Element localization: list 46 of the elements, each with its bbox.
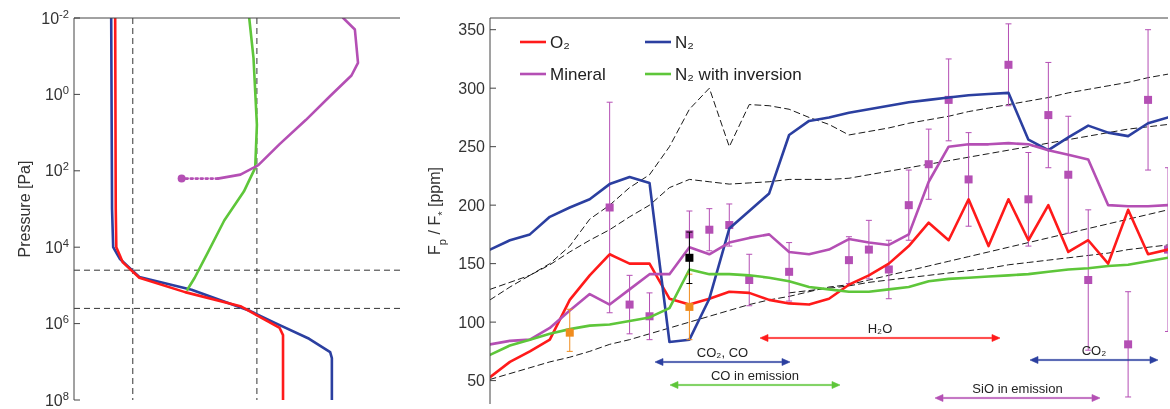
point <box>685 302 694 311</box>
legend-label: Mineral <box>550 64 606 84</box>
point <box>1144 95 1153 104</box>
y-tick-label: 10$^{8}$ <box>44 389 69 409</box>
point <box>844 256 853 265</box>
y-tick-label: 300 <box>458 79 486 97</box>
y-tick-label: 150 <box>458 255 486 273</box>
y-tick-label: 350 <box>458 21 486 39</box>
point <box>1124 340 1133 349</box>
y-tick-label: 10$^{0}$ <box>44 84 69 103</box>
annotation: CO₂, CO <box>696 345 749 360</box>
annotation: SiO in emission <box>972 381 1063 396</box>
point <box>1024 195 1033 204</box>
annotation: CO in emission <box>710 368 800 383</box>
line-series <box>490 91 1168 344</box>
y-tick-label: 50 <box>467 372 486 390</box>
point <box>705 225 714 234</box>
y-tick-label: 100 <box>458 313 486 331</box>
point <box>1084 276 1093 285</box>
y-tick-label: 250 <box>458 138 486 156</box>
point <box>605 203 614 212</box>
legend-label: N₂ <box>675 32 694 52</box>
point <box>685 253 694 262</box>
annotation: CO₂ <box>1081 343 1107 358</box>
point <box>1064 170 1073 179</box>
point <box>1004 60 1013 69</box>
point <box>785 267 794 276</box>
point <box>565 328 574 337</box>
point <box>884 265 893 274</box>
point <box>745 276 754 285</box>
y-tick-label: 10$^{-2}$ <box>41 7 69 27</box>
legend-label: O₂ <box>550 32 570 52</box>
point <box>904 201 913 210</box>
y-tick-label: 200 <box>458 196 486 214</box>
annotation: H₂O <box>867 321 893 336</box>
point <box>1044 111 1053 120</box>
y-axis-title: Pressure [Pa] <box>16 160 33 258</box>
point <box>625 300 634 309</box>
y-tick-label: 10$^{6}$ <box>44 313 69 333</box>
point <box>864 245 873 254</box>
point <box>964 175 973 184</box>
legend-label: N₂ with inversion <box>675 64 802 84</box>
y-tick-label: 10$^{4}$ <box>44 236 69 256</box>
point <box>924 160 933 169</box>
line-series <box>490 256 1168 357</box>
y-tick-label: 10$^{2}$ <box>44 160 69 180</box>
